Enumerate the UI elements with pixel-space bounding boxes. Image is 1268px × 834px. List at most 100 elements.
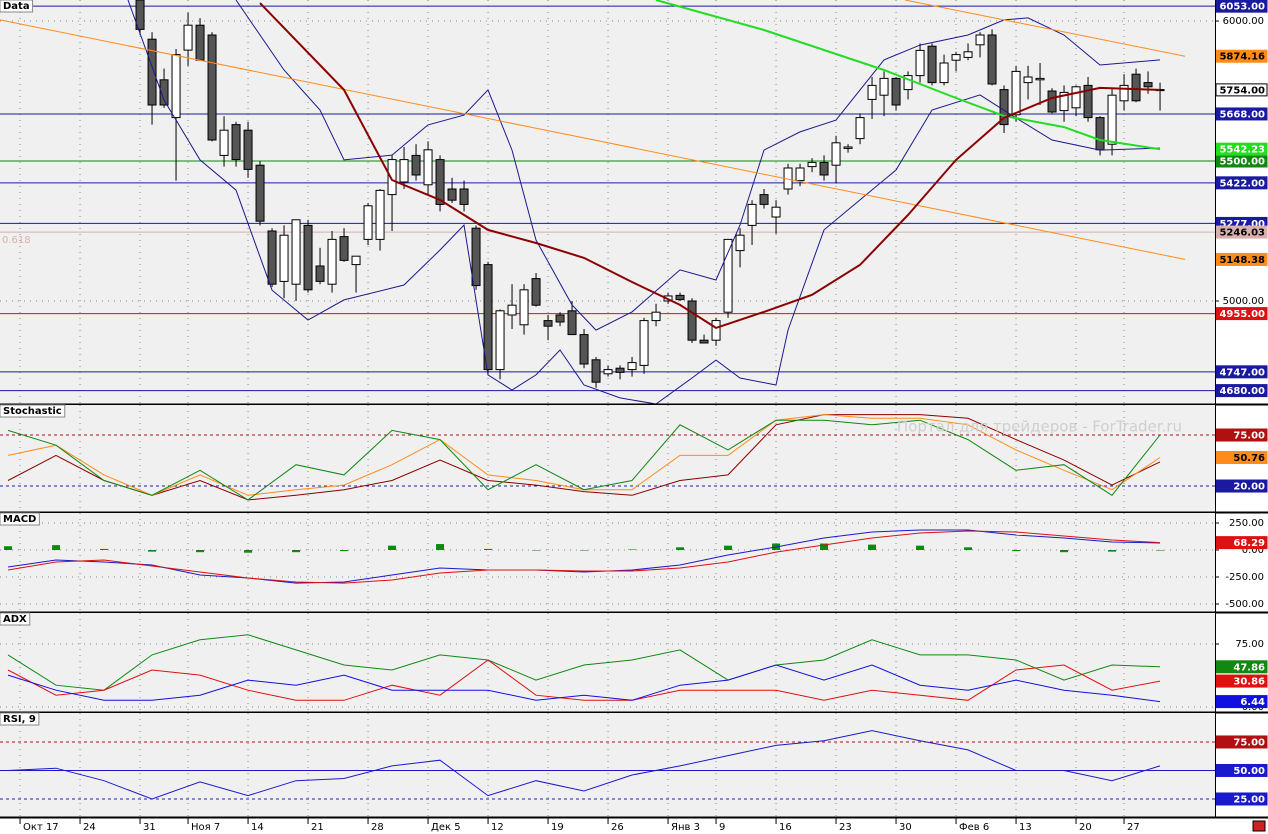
indicator-line [7, 664, 1161, 703]
panel-background [0, 513, 1215, 612]
candle-body [651, 311, 661, 322]
candle-body [819, 161, 829, 176]
panel-title: RSI, 9 [3, 714, 36, 725]
histogram-bar [724, 545, 733, 551]
histogram-bar [820, 543, 829, 551]
price-label: 6.44 [1240, 697, 1265, 708]
price-label: 50.00 [1233, 766, 1265, 777]
price-label: 4747.00 [1219, 367, 1265, 378]
x-tick-label: 26 [611, 822, 624, 833]
candle-body [771, 206, 781, 218]
histogram-bar [340, 550, 349, 552]
price-label: 30.86 [1233, 677, 1265, 688]
candle-body [399, 159, 409, 183]
panel-title: Data [3, 1, 30, 12]
histogram-bar [436, 544, 445, 551]
x-tick-label: Дек 5 [431, 822, 461, 833]
histogram-bar [868, 544, 877, 551]
candle-body [195, 24, 205, 61]
candle-body [483, 264, 493, 371]
candle-body [435, 159, 445, 205]
candle-body [1047, 90, 1057, 113]
candle-body [867, 84, 877, 100]
candle-body [603, 369, 613, 375]
candle-body [879, 77, 889, 96]
candle-body [1143, 82, 1153, 88]
candle-body [495, 310, 505, 371]
panel-title-box [0, 612, 31, 626]
candle-body [831, 142, 841, 166]
x-tick-label: Янв 3 [671, 822, 700, 833]
price-label: 68.29 [1233, 538, 1265, 549]
x-tick-label: Окт 17 [23, 822, 59, 833]
indicator-line [7, 414, 1161, 501]
histogram-bar [532, 550, 541, 551]
x-tick-label: 14 [251, 822, 264, 833]
candle-body [147, 38, 157, 106]
x-tick-label: 19 [551, 822, 564, 833]
candle-body [1071, 86, 1081, 109]
candle-body [315, 265, 325, 282]
x-tick-label: 30 [899, 822, 912, 833]
price-label: 20.00 [1233, 482, 1265, 493]
x-tick-label: Ноя 7 [191, 822, 220, 833]
candle-body [987, 34, 997, 85]
candle-body [555, 314, 565, 323]
panel-plot [0, 613, 1215, 712]
candle-body [975, 34, 985, 46]
level-text: 0.618 [2, 235, 31, 246]
price-label: 5246.03 [1219, 228, 1265, 239]
candle-body [795, 167, 805, 182]
candle-body [243, 129, 253, 170]
histogram-bar [484, 548, 493, 551]
price-label: 50.76 [1233, 453, 1265, 464]
histogram-bar [628, 549, 637, 551]
candle-body [807, 161, 817, 168]
candle-body [231, 124, 241, 161]
x-tick-label: 13 [1019, 822, 1032, 833]
indicator-line [7, 530, 1161, 584]
candle-body [1131, 73, 1141, 102]
histogram-bar [148, 550, 157, 552]
candle-body [939, 62, 949, 84]
candle-body [411, 154, 421, 176]
x-tick-label: 12 [491, 822, 504, 833]
corner-button[interactable] [1252, 820, 1266, 832]
price-label: 5542.23 [1219, 145, 1265, 156]
panel-plot [0, 405, 1215, 512]
y-tick-label: 75.00 [1235, 639, 1264, 650]
price-label: 4955.00 [1219, 309, 1265, 320]
histogram-bar [916, 545, 925, 551]
panel-background [0, 405, 1215, 512]
histogram-bar [52, 545, 61, 551]
candle-body [1119, 84, 1129, 102]
x-tick-label: 27 [1127, 822, 1140, 833]
indicator-line [127, 0, 1161, 404]
price-label: 47.86 [1233, 662, 1265, 673]
histogram-bar [100, 548, 109, 551]
price-label: 5148.38 [1219, 255, 1265, 266]
candle-body [267, 230, 277, 285]
candle-body [759, 194, 769, 205]
candle-body [1107, 94, 1117, 145]
candle-body [699, 339, 709, 344]
x-tick-label: 28 [371, 822, 384, 833]
candle-body [891, 77, 901, 106]
price-label: 5277.00 [1219, 219, 1265, 230]
candle-body [159, 79, 169, 106]
indicator-line [7, 634, 1161, 691]
price-label: 5874.16 [1219, 52, 1265, 63]
histogram-bar [388, 545, 397, 551]
panel-title-box [0, 712, 40, 726]
histogram-bar [1156, 550, 1165, 551]
candle-body [531, 278, 541, 306]
candle-body [675, 294, 685, 301]
candle-body [327, 238, 337, 285]
candle-body [1083, 84, 1093, 119]
x-tick-label: 31 [143, 822, 156, 833]
histogram-bar [196, 550, 205, 553]
histogram-bar [1012, 550, 1021, 552]
x-tick-label: 9 [719, 822, 725, 833]
y-tick-label: -500.00 [1225, 599, 1264, 610]
candle-body [951, 54, 961, 61]
